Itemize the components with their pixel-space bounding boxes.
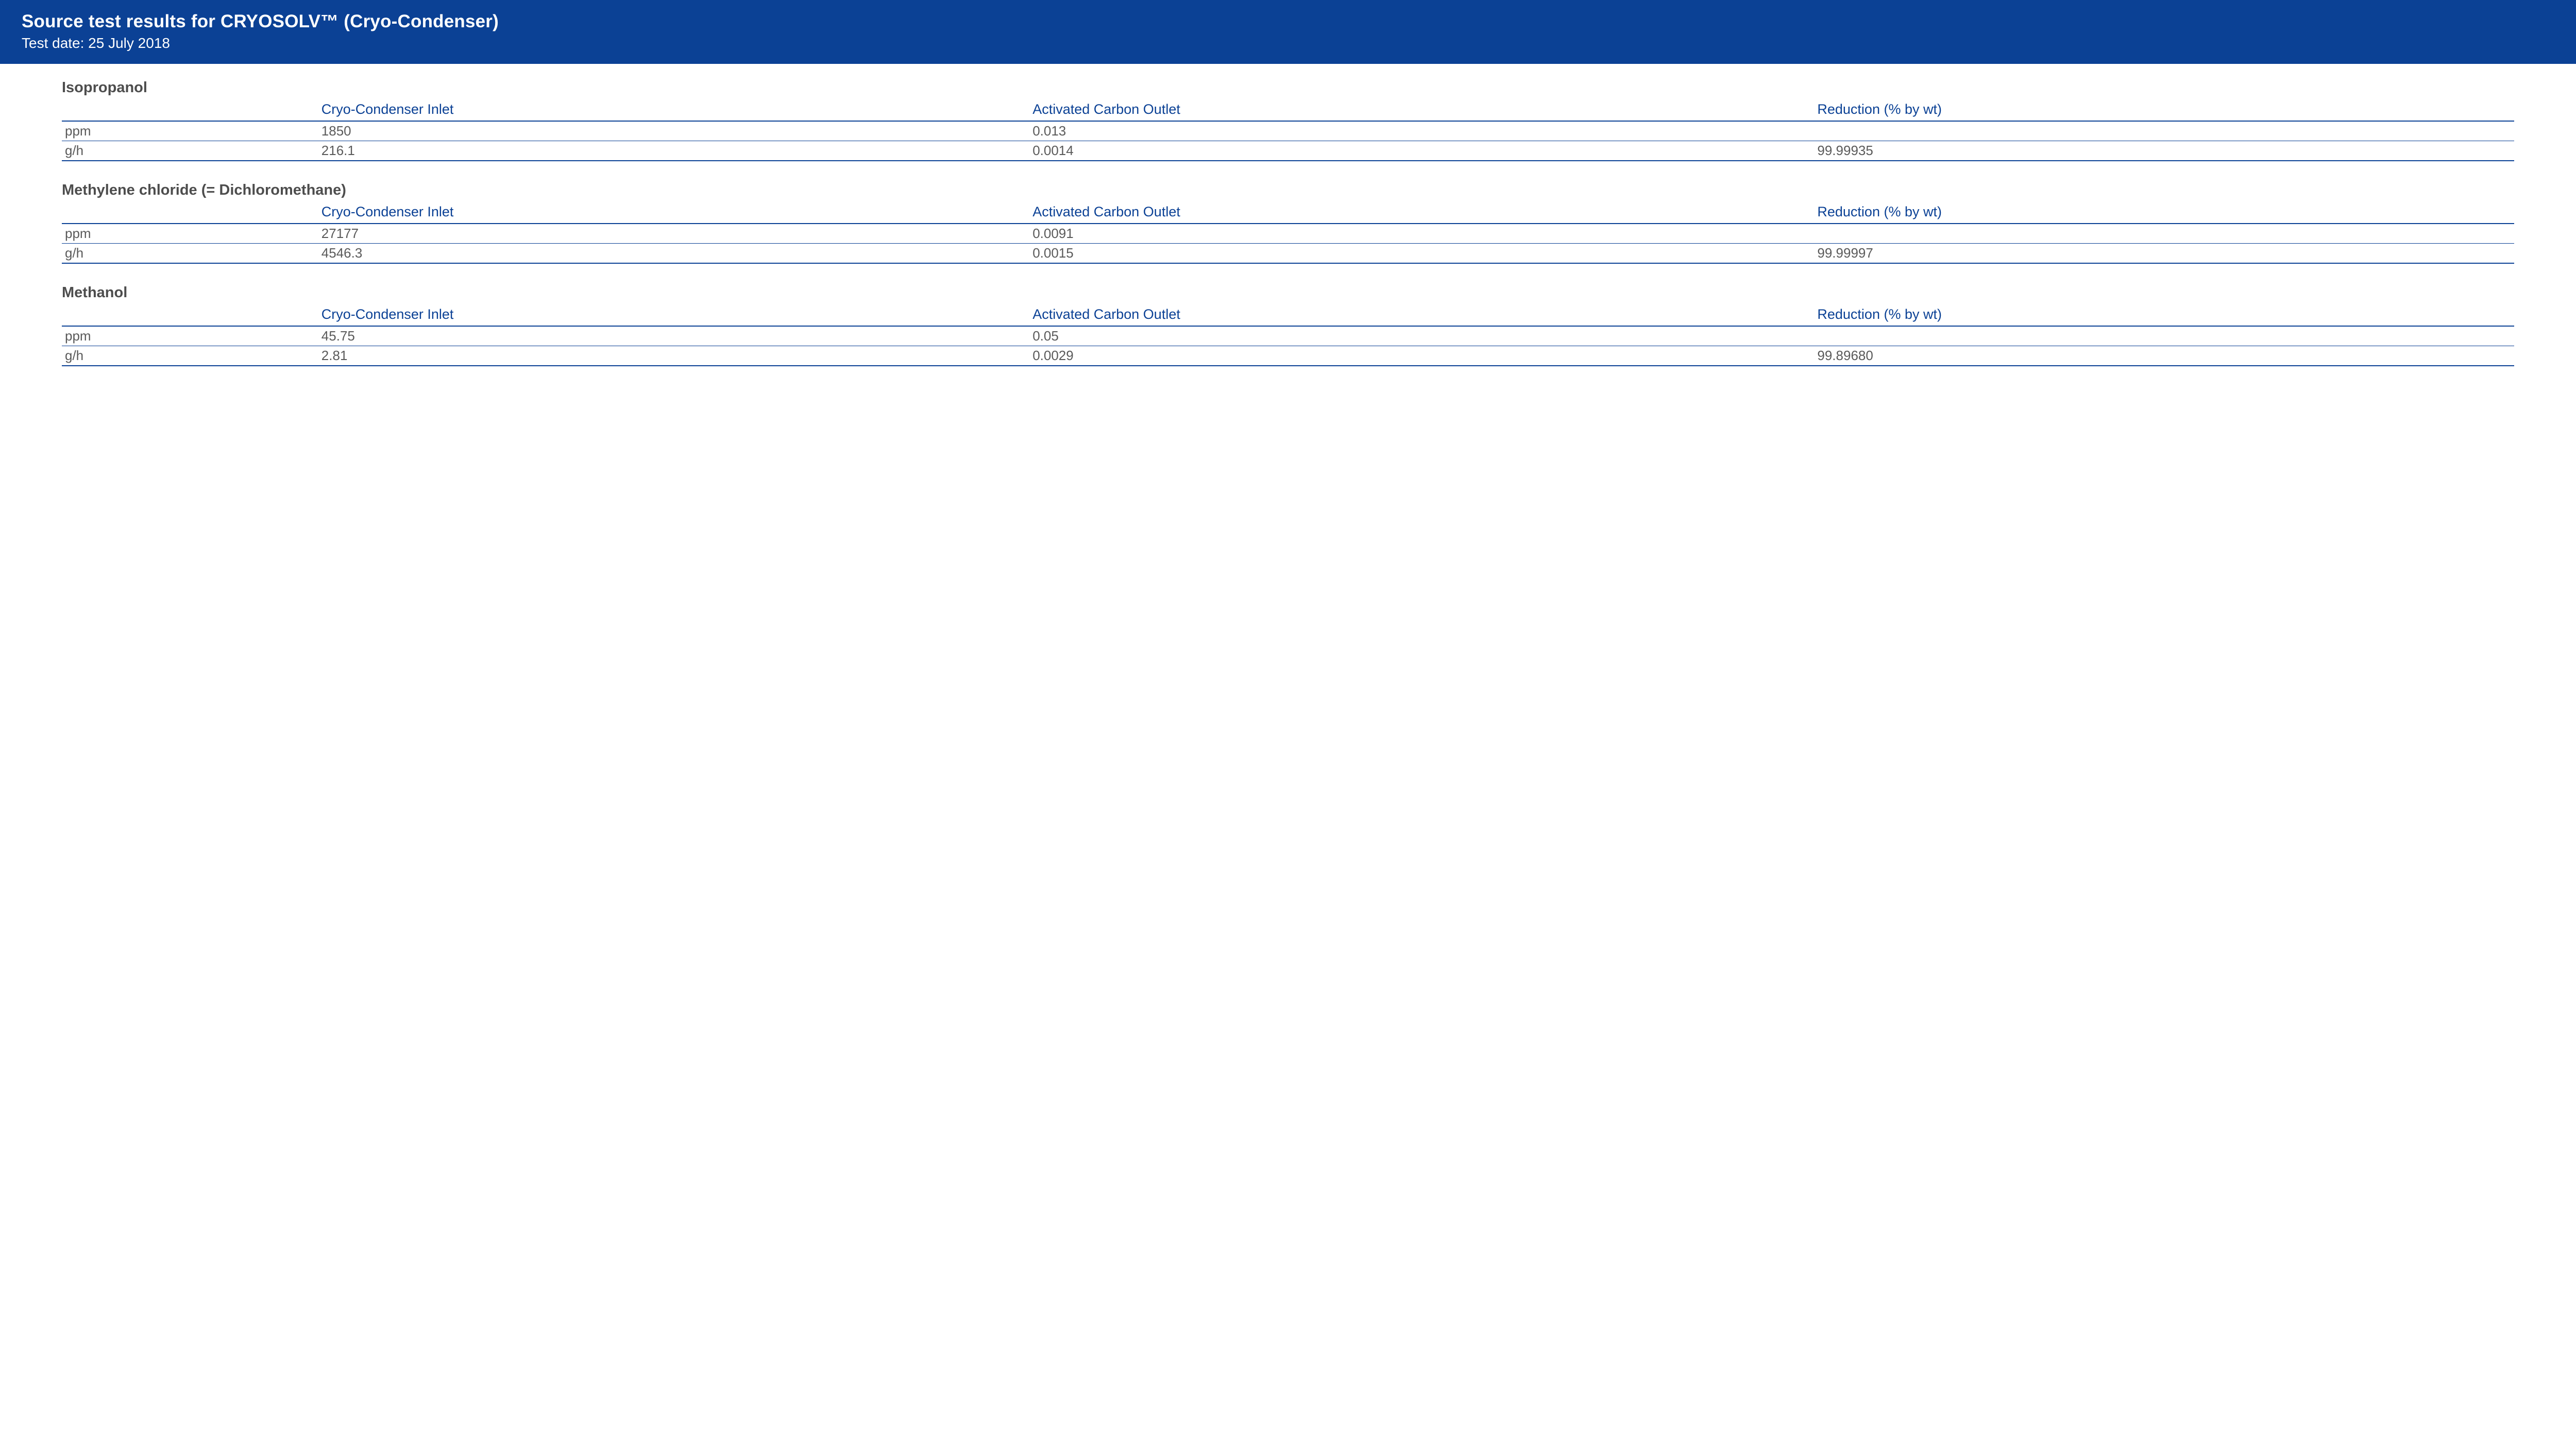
col-unit <box>62 201 319 224</box>
header-banner: Source test results for CRYOSOLV™ (Cryo-… <box>0 0 2576 64</box>
table-row: ppm 1850 0.013 <box>62 121 2514 141</box>
table-header-row: Cryo-Condenser Inlet Activated Carbon Ou… <box>62 303 2514 326</box>
section-isopropanol: Isopropanol Cryo-Condenser Inlet Activat… <box>62 79 2514 161</box>
results-table: Cryo-Condenser Inlet Activated Carbon Ou… <box>62 201 2514 264</box>
cell-reduction <box>1815 224 2514 244</box>
table-header-row: Cryo-Condenser Inlet Activated Carbon Ou… <box>62 201 2514 224</box>
cell-inlet: 2.81 <box>319 346 1030 366</box>
col-reduction: Reduction (% by wt) <box>1815 98 2514 121</box>
cell-outlet: 0.05 <box>1030 326 1815 346</box>
col-inlet: Cryo-Condenser Inlet <box>319 98 1030 121</box>
section-methylene-chloride: Methylene chloride (= Dichloromethane) C… <box>62 182 2514 264</box>
cell-reduction: 99.99935 <box>1815 141 2514 161</box>
page-title: Source test results for CRYOSOLV™ (Cryo-… <box>22 11 2554 32</box>
cell-outlet: 0.0015 <box>1030 244 1815 264</box>
cell-unit: g/h <box>62 346 319 366</box>
cell-unit: ppm <box>62 121 319 141</box>
cell-reduction <box>1815 326 2514 346</box>
results-table: Cryo-Condenser Inlet Activated Carbon Ou… <box>62 98 2514 161</box>
section-title: Isopropanol <box>62 79 2514 96</box>
col-reduction: Reduction (% by wt) <box>1815 201 2514 224</box>
table-row: g/h 2.81 0.0029 99.89680 <box>62 346 2514 366</box>
cell-inlet: 1850 <box>319 121 1030 141</box>
cell-unit: g/h <box>62 244 319 264</box>
section-methanol: Methanol Cryo-Condenser Inlet Activated … <box>62 284 2514 366</box>
table-row: g/h 216.1 0.0014 99.99935 <box>62 141 2514 161</box>
cell-reduction <box>1815 121 2514 141</box>
content-area: Isopropanol Cryo-Condenser Inlet Activat… <box>0 64 2576 407</box>
table-header-row: Cryo-Condenser Inlet Activated Carbon Ou… <box>62 98 2514 121</box>
cell-unit: g/h <box>62 141 319 161</box>
col-unit <box>62 98 319 121</box>
col-outlet: Activated Carbon Outlet <box>1030 303 1815 326</box>
cell-reduction: 99.99997 <box>1815 244 2514 264</box>
section-title: Methylene chloride (= Dichloromethane) <box>62 182 2514 199</box>
cell-inlet: 27177 <box>319 224 1030 244</box>
col-outlet: Activated Carbon Outlet <box>1030 98 1815 121</box>
results-table: Cryo-Condenser Inlet Activated Carbon Ou… <box>62 303 2514 366</box>
section-title: Methanol <box>62 284 2514 301</box>
cell-outlet: 0.013 <box>1030 121 1815 141</box>
cell-outlet: 0.0091 <box>1030 224 1815 244</box>
col-inlet: Cryo-Condenser Inlet <box>319 201 1030 224</box>
cell-outlet: 0.0014 <box>1030 141 1815 161</box>
page: Source test results for CRYOSOLV™ (Cryo-… <box>0 0 2576 1449</box>
cell-inlet: 216.1 <box>319 141 1030 161</box>
col-outlet: Activated Carbon Outlet <box>1030 201 1815 224</box>
table-row: g/h 4546.3 0.0015 99.99997 <box>62 244 2514 264</box>
col-reduction: Reduction (% by wt) <box>1815 303 2514 326</box>
cell-outlet: 0.0029 <box>1030 346 1815 366</box>
cell-unit: ppm <box>62 326 319 346</box>
cell-unit: ppm <box>62 224 319 244</box>
cell-inlet: 4546.3 <box>319 244 1030 264</box>
col-inlet: Cryo-Condenser Inlet <box>319 303 1030 326</box>
col-unit <box>62 303 319 326</box>
cell-reduction: 99.89680 <box>1815 346 2514 366</box>
table-row: ppm 27177 0.0091 <box>62 224 2514 244</box>
table-row: ppm 45.75 0.05 <box>62 326 2514 346</box>
cell-inlet: 45.75 <box>319 326 1030 346</box>
page-subtitle: Test date: 25 July 2018 <box>22 35 2554 52</box>
